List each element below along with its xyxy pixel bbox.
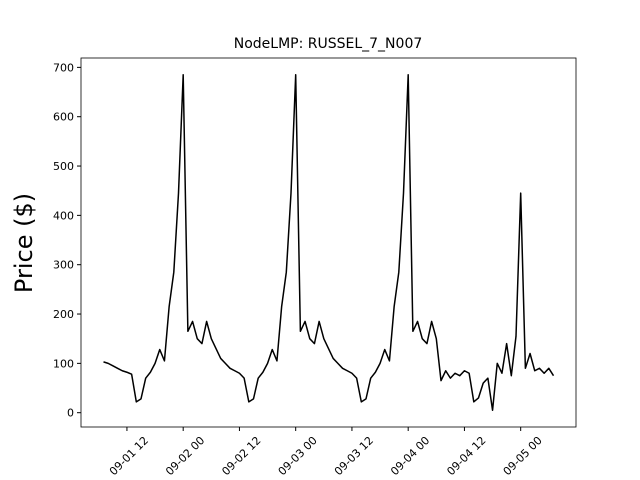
price-line (103, 74, 555, 411)
y-tick-label: 500 (53, 160, 74, 173)
x-tick-label: 09-01 12 (107, 434, 151, 478)
plot-frame (80, 57, 577, 428)
y-tick-label: 400 (53, 209, 74, 222)
x-tick-label: 09-05 00 (501, 434, 545, 478)
y-tick-label: 300 (53, 259, 74, 272)
y-axis-label: Price ($) (10, 193, 38, 293)
x-tick-label: 09-04 00 (388, 434, 432, 478)
x-tick-label: 09-04 12 (444, 434, 488, 478)
y-tick-label: 0 (67, 407, 74, 420)
y-tick-label: 600 (53, 111, 74, 124)
chart-title: NodeLMP: RUSSEL_7_N007 (234, 36, 423, 52)
y-tick-label: 700 (53, 61, 74, 74)
y-tick-label: 100 (53, 357, 74, 370)
y-tick-label: 200 (53, 308, 74, 321)
x-tick-label: 09-03 00 (276, 434, 320, 478)
x-tick-label: 09-03 12 (332, 434, 376, 478)
x-tick-label: 09-02 00 (163, 434, 207, 478)
x-tick-label: 09-02 12 (219, 434, 263, 478)
